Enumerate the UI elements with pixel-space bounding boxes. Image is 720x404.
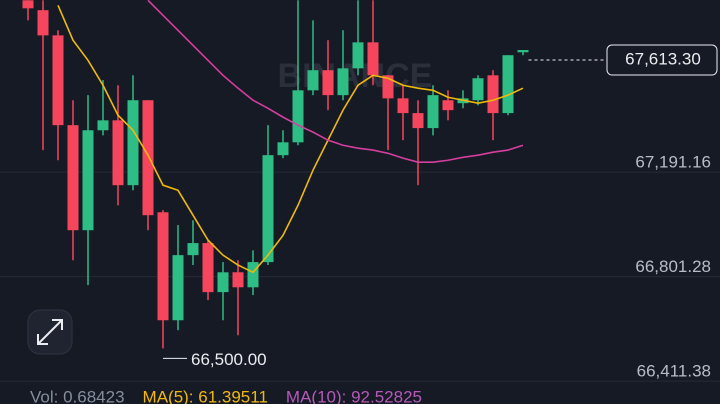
candle-body bbox=[442, 100, 454, 111]
candle-body bbox=[232, 272, 244, 288]
candle-body bbox=[367, 42, 379, 76]
footer-label: Vol: 0.68423 bbox=[30, 387, 125, 404]
candle-body bbox=[262, 155, 274, 263]
candle-body bbox=[247, 262, 259, 288]
footer-label: MA(10): 92.52825 bbox=[286, 387, 422, 404]
last-price-label: 67,613.30 bbox=[625, 50, 701, 69]
candle-body bbox=[142, 100, 154, 216]
candle-body bbox=[487, 75, 499, 114]
candle-body bbox=[412, 113, 424, 129]
candle-body bbox=[352, 42, 364, 69]
ma-line bbox=[57, 5, 524, 274]
candle-body bbox=[187, 243, 199, 256]
candle-body bbox=[52, 35, 64, 126]
candle-body bbox=[427, 95, 439, 129]
candle-body bbox=[397, 98, 409, 114]
candle-body bbox=[277, 142, 289, 156]
ma-line bbox=[147, 0, 524, 163]
candle-body bbox=[517, 50, 529, 53]
candle-body bbox=[67, 125, 79, 231]
candle-body bbox=[127, 100, 139, 186]
candle-body bbox=[472, 78, 484, 101]
candle-body bbox=[322, 70, 334, 96]
last-price-box bbox=[606, 44, 718, 76]
candle-body bbox=[157, 212, 169, 321]
candle-body bbox=[22, 0, 34, 9]
candle-body bbox=[202, 243, 214, 293]
candle-body bbox=[37, 10, 49, 36]
expand-button[interactable] bbox=[27, 309, 73, 355]
candle-body bbox=[382, 75, 394, 99]
candle-body bbox=[292, 90, 304, 143]
low-annotation-label: 66,500.00 bbox=[191, 350, 267, 369]
y-tick-label: 67,191.16 bbox=[635, 153, 711, 172]
candle-body bbox=[172, 255, 184, 321]
y-tick-label: 66,411.38 bbox=[637, 362, 711, 381]
candle-body bbox=[97, 120, 109, 131]
candle-body bbox=[112, 120, 124, 186]
y-tick-label: 66,801.28 bbox=[635, 257, 711, 276]
candle-body bbox=[502, 55, 514, 114]
candle-body bbox=[82, 130, 94, 231]
candle-body bbox=[307, 70, 319, 91]
candle-body bbox=[217, 272, 229, 293]
candle-body bbox=[337, 68, 349, 96]
footer-label: MA(5): 61.39511 bbox=[143, 387, 268, 404]
